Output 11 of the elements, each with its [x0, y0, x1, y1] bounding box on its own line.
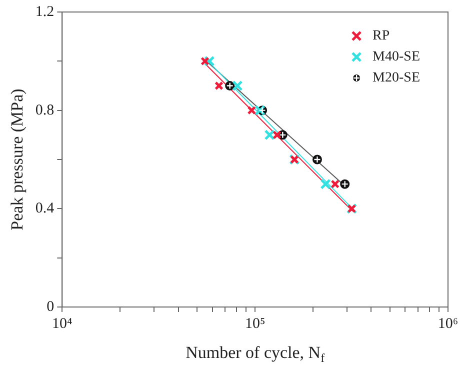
- x-tick-label: 10⁶: [438, 316, 458, 332]
- y-tick-label: 0: [46, 298, 54, 315]
- legend-label: M20-SE: [372, 70, 420, 86]
- legend-label: RP: [372, 28, 390, 44]
- x-tick-label: 10⁴: [52, 316, 72, 332]
- y-tick-label: 1.2: [35, 4, 54, 20]
- y-axis-title: Peak pressure (MPa): [8, 88, 27, 230]
- x-tick-label: 10⁵: [244, 316, 266, 332]
- y-tick-label: 0.8: [35, 102, 54, 118]
- legend-label: M40-SE: [372, 50, 420, 65]
- y-tick-label: 0.4: [35, 200, 55, 217]
